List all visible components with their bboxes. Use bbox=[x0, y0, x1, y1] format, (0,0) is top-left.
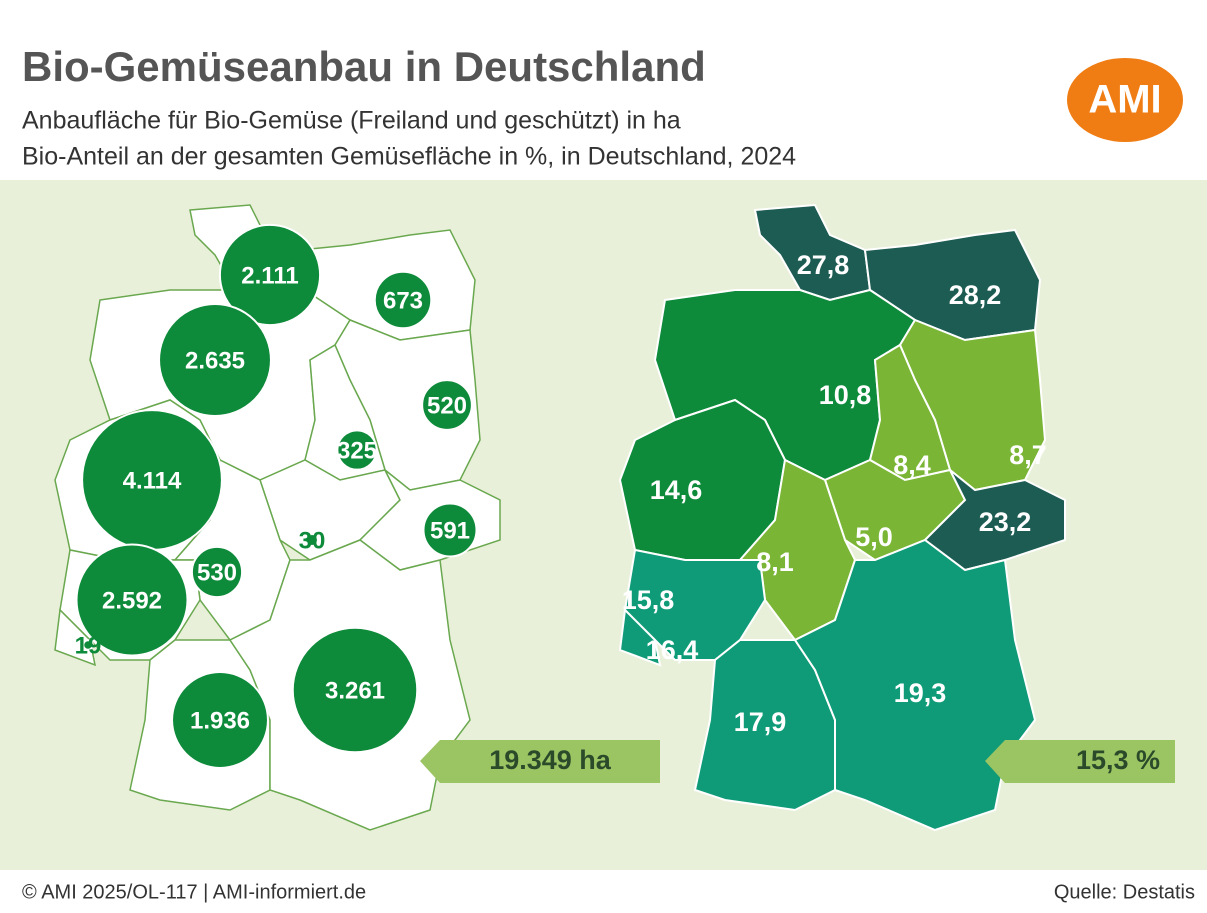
area-label: 325 bbox=[337, 437, 377, 464]
share-label: 15,8 bbox=[622, 585, 675, 615]
total-area: 19.349 ha bbox=[489, 745, 612, 775]
share-label: 8,4 bbox=[893, 450, 931, 480]
area-bubble bbox=[171, 671, 269, 769]
logo-text: AMI bbox=[1088, 78, 1161, 122]
source: Quelle: Destatis bbox=[1054, 881, 1195, 903]
area-bubble bbox=[373, 270, 433, 330]
area-bubble bbox=[190, 545, 244, 599]
share-label: 23,2 bbox=[979, 507, 1032, 537]
logo bbox=[1067, 58, 1183, 142]
title: Bio-Gemüseanbau in Deutschland bbox=[22, 43, 706, 90]
share-label: 16,4 bbox=[646, 635, 699, 665]
total-banner bbox=[985, 740, 1175, 783]
share-label: 19,3 bbox=[894, 678, 947, 708]
area-label: 673 bbox=[383, 287, 423, 314]
area-label: 4.114 bbox=[123, 467, 182, 494]
share-label: 27,8 bbox=[797, 250, 850, 280]
state-share bbox=[793, 538, 1037, 832]
total-banner bbox=[420, 740, 660, 783]
area-bubble bbox=[422, 502, 478, 558]
area-label: 19 bbox=[75, 632, 102, 659]
area-bubble bbox=[82, 639, 94, 651]
area-bubble bbox=[75, 543, 189, 657]
area-label: 520 bbox=[427, 392, 467, 419]
area-bubble bbox=[218, 223, 322, 327]
area-label: 591 bbox=[430, 517, 470, 544]
share-label: 5,0 bbox=[855, 522, 893, 552]
area-label: 2.111 bbox=[241, 262, 298, 289]
share-label: 10,8 bbox=[819, 380, 872, 410]
share-label: 14,6 bbox=[650, 475, 703, 505]
area-bubble bbox=[305, 533, 319, 547]
area-bubble bbox=[158, 303, 272, 417]
area-label: 2.635 bbox=[185, 347, 245, 374]
total-share: 15,3 % bbox=[1076, 745, 1160, 775]
copyright: © AMI 2025/OL-117 | AMI-informiert.de bbox=[22, 881, 366, 903]
subtitle: Anbaufläche für Bio-Gemüse (Freiland und… bbox=[22, 107, 681, 135]
area-label: 30 bbox=[299, 527, 326, 554]
area-bubble bbox=[421, 379, 473, 431]
area-label: 3.261 bbox=[325, 677, 385, 704]
area-label: 1.936 bbox=[190, 707, 250, 734]
share-label: 17,9 bbox=[734, 707, 787, 737]
area-bubble bbox=[291, 626, 419, 754]
subtitle: Bio-Anteil an der gesamten Gemüsefläche … bbox=[22, 143, 796, 171]
share-label: 28,2 bbox=[949, 280, 1002, 310]
state-share bbox=[618, 607, 662, 667]
area-bubble bbox=[336, 429, 378, 471]
area-label: 2.592 bbox=[102, 587, 162, 614]
share-label: 8,7 bbox=[1009, 440, 1047, 470]
state bbox=[54, 608, 97, 667]
share-label: 8,1 bbox=[756, 547, 794, 577]
state-share bbox=[923, 469, 1066, 572]
area-label: 530 bbox=[197, 559, 237, 586]
